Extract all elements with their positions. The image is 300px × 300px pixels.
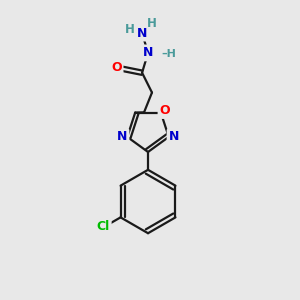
Text: N: N [169,130,179,143]
Text: N: N [137,27,147,40]
Text: –H: –H [161,49,176,59]
Text: O: O [160,104,170,117]
Text: O: O [111,61,122,74]
Text: N: N [117,130,128,143]
Text: Cl: Cl [97,220,110,233]
Text: H: H [147,17,157,30]
Text: H: H [125,22,135,36]
Text: N: N [143,46,153,59]
